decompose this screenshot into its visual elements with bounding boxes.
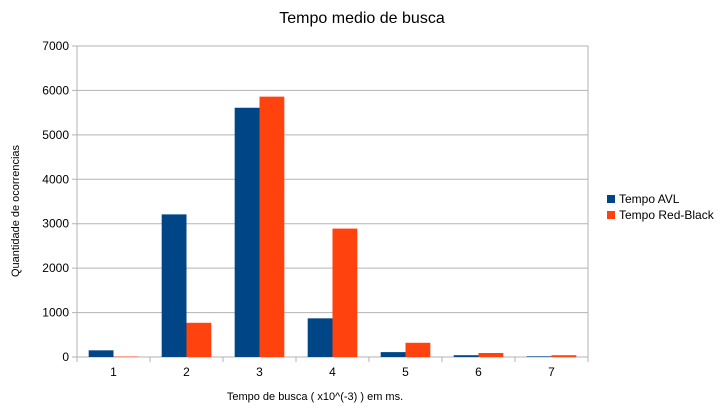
- x-tick-label: 1: [110, 365, 117, 379]
- y-tick-label: 7000: [42, 39, 69, 53]
- bar-avl-6: [453, 355, 479, 357]
- bar-red-black-2: [186, 322, 212, 357]
- y-tick-label: 6000: [42, 83, 69, 97]
- x-tick-label: 2: [183, 365, 190, 379]
- bar-red-black-1: [113, 356, 139, 358]
- bar-avl-2: [161, 214, 187, 357]
- x-tick-label: 6: [475, 365, 482, 379]
- bar-red-black-3: [259, 96, 285, 358]
- y-tick-labels: 0 1000 2000 3000 4000 5000 6000 7000: [42, 39, 69, 364]
- chart-title: Tempo medio de busca: [279, 10, 445, 27]
- bar-avl-7: [526, 356, 552, 357]
- bar-red-black-6: [478, 353, 504, 357]
- x-tick-label: 4: [329, 365, 336, 379]
- bars: [88, 96, 577, 358]
- bar-avl-3: [234, 107, 260, 358]
- bar-red-black-7: [551, 355, 577, 357]
- y-tick-label: 1000: [42, 306, 69, 320]
- y-tick-label: 2000: [42, 261, 69, 275]
- legend-label: Tempo Red-Black: [619, 208, 715, 222]
- bar-red-black-4: [332, 228, 358, 357]
- y-tick-label: 0: [62, 350, 69, 364]
- bar-red-black-5: [405, 342, 431, 357]
- legend-swatch: [607, 211, 615, 219]
- x-tick-label: 5: [402, 365, 409, 379]
- bar-avl-1: [88, 350, 114, 357]
- bar-avl-4: [307, 318, 333, 357]
- x-tick-label: 7: [548, 365, 555, 379]
- y-axis-label: Quantidade de ocorrencias: [10, 144, 22, 277]
- x-tick-label: 3: [256, 365, 263, 379]
- legend-swatch: [607, 195, 615, 203]
- y-tick-label: 3000: [42, 217, 69, 231]
- y-tick-label: 4000: [42, 172, 69, 186]
- legend-label: Tempo AVL: [619, 192, 680, 206]
- grid-lines: [72, 45, 589, 362]
- bar-avl-5: [380, 352, 406, 357]
- x-axis-label: Tempo de busca ( x10^(-3) ) em ms.: [227, 391, 403, 403]
- legend: Tempo AVL Tempo Red-Black: [607, 192, 715, 222]
- x-tick-labels: 1 2 3 4 5 6 7: [110, 365, 555, 379]
- y-tick-label: 5000: [42, 128, 69, 142]
